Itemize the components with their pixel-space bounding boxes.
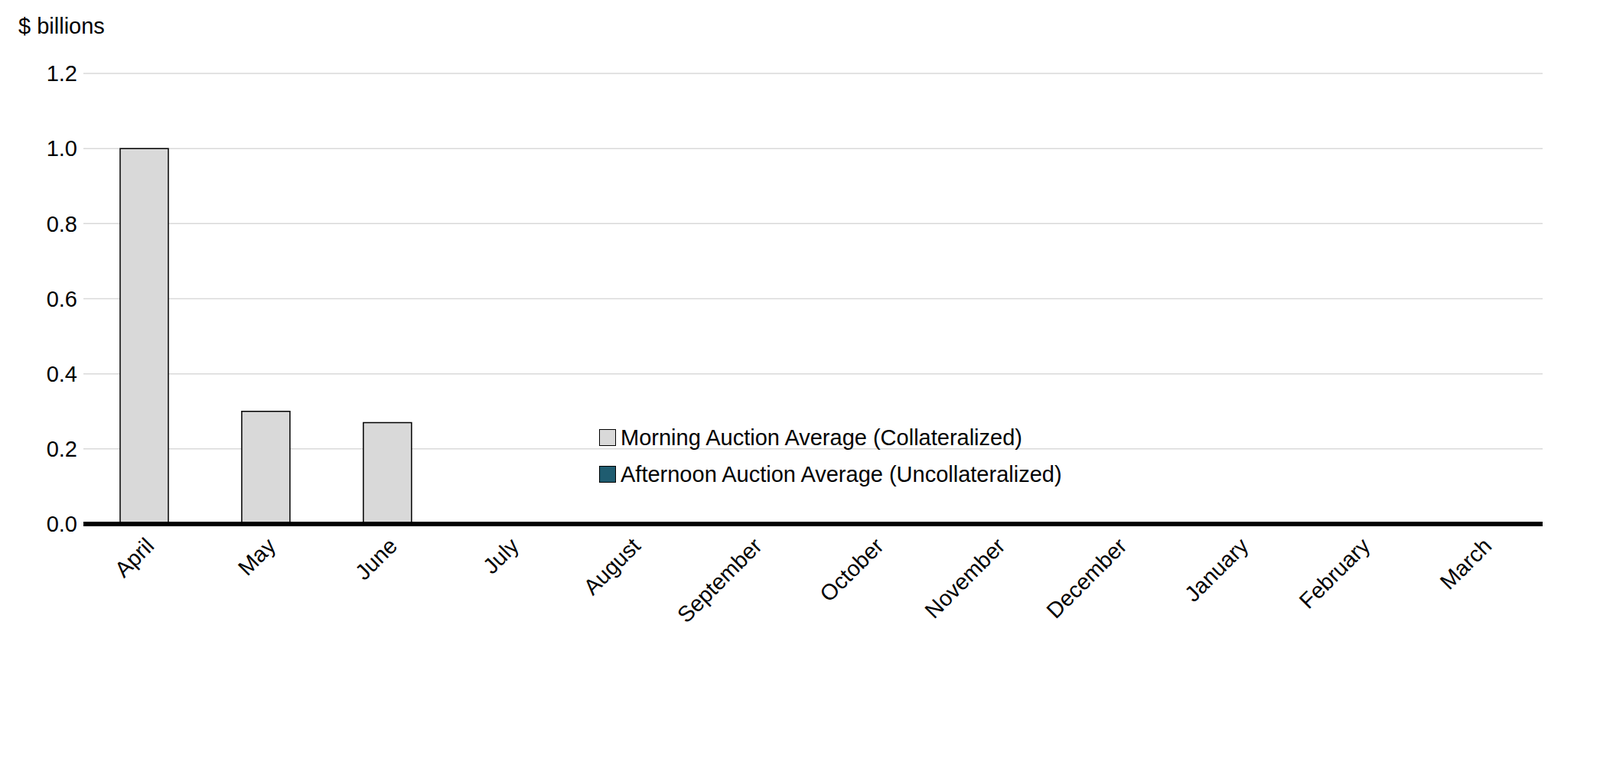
svg-text:October: October xyxy=(814,533,889,607)
svg-text:September: September xyxy=(672,533,767,628)
svg-text:0.8: 0.8 xyxy=(46,211,78,237)
svg-text:May: May xyxy=(233,533,281,581)
svg-text:December: December xyxy=(1041,533,1131,623)
svg-text:April: April xyxy=(110,533,160,583)
html-text:$ billions: $ billions xyxy=(18,13,105,39)
svg-text:June: June xyxy=(350,533,402,585)
svg-text:1.0: 1.0 xyxy=(46,136,78,161)
svg-text:0.0: 0.0 xyxy=(46,511,78,537)
svg-text:August: August xyxy=(578,533,645,600)
svg-text:March: March xyxy=(1435,533,1497,595)
svg-text:0.4: 0.4 xyxy=(46,361,78,387)
html-text:Morning Auction Average (Colla: Morning Auction Average (Collateralized) xyxy=(620,425,1023,450)
html-text:Afternoon Auction Average (Unc: Afternoon Auction Average (Uncollaterali… xyxy=(620,461,1062,487)
svg-text:January: January xyxy=(1179,533,1254,607)
svg-text:July: July xyxy=(478,533,524,579)
svg-text:1.2: 1.2 xyxy=(46,61,78,86)
svg-text:February: February xyxy=(1294,533,1376,614)
svg-text:0.2: 0.2 xyxy=(46,436,78,462)
svg-text:0.6: 0.6 xyxy=(46,286,78,312)
svg-text:November: November xyxy=(919,533,1010,623)
